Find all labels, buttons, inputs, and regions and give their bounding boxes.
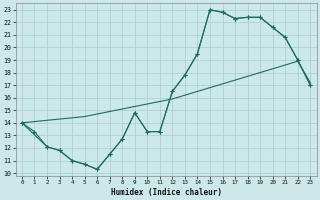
X-axis label: Humidex (Indice chaleur): Humidex (Indice chaleur) bbox=[111, 188, 221, 197]
